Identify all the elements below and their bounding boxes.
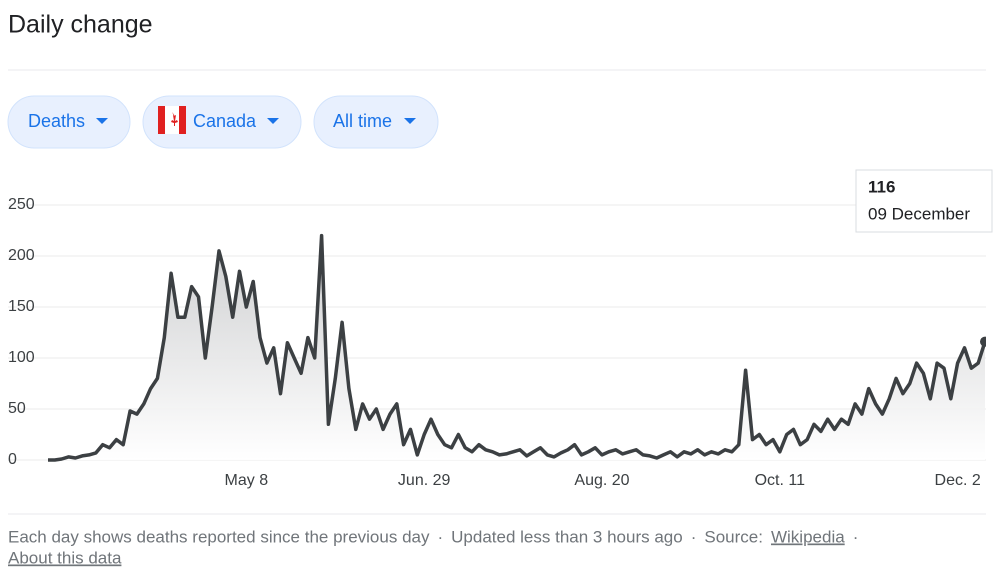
- hover-point: [980, 336, 986, 347]
- title: Daily change: [8, 11, 153, 39]
- chip-bg[interactable]: [313, 95, 439, 149]
- tooltip-box: [855, 169, 993, 233]
- filter-chip[interactable]: All time: [313, 95, 439, 149]
- y-tick-label: 50: [8, 400, 26, 417]
- chip-label[interactable]: Deaths: [28, 111, 85, 131]
- line: [48, 233, 986, 462]
- dropdown-arrow: [96, 118, 108, 124]
- footer-note: Each day shows deaths reported since the…: [8, 527, 430, 546]
- x-tick-label: Aug. 20: [574, 472, 629, 489]
- y-tick-label: 200: [8, 247, 35, 264]
- chip-bg[interactable]: [7, 95, 131, 149]
- chip-label[interactable]: Canada: [193, 111, 257, 131]
- about-link[interactable]: About this data: [8, 548, 122, 567]
- separator: ·: [853, 527, 859, 546]
- flag-icon: [158, 106, 186, 134]
- source-link[interactable]: Wikipedia: [771, 527, 845, 546]
- chart: May 8 Jun. 29 Aug. 20 Oct. 11 Dec. 2: [8, 204, 986, 489]
- separator: ·: [437, 527, 443, 546]
- x-tick-label: May 8: [225, 472, 269, 489]
- y-tick-label: 0: [8, 451, 17, 468]
- dropdown-arrow: [267, 118, 279, 124]
- filter-chip[interactable]: Canada: [142, 95, 302, 149]
- dropdown-arrow: [404, 118, 416, 124]
- chip-label[interactable]: All time: [333, 111, 392, 131]
- x-tick-label: Jun. 29: [398, 472, 451, 489]
- tooltip: 116 09 December: [855, 169, 993, 233]
- tooltip-date: 09 December: [868, 204, 970, 223]
- filter-chip[interactable]: Deaths: [7, 95, 131, 149]
- tooltip-value: 116: [868, 177, 895, 196]
- footer-updated: Updated less than 3 hours ago: [451, 527, 683, 546]
- y-tick-label: 150: [8, 298, 35, 315]
- y-tick-label: 100: [8, 349, 35, 366]
- x-tick-label: Dec. 2: [935, 472, 981, 489]
- x-tick-label: Oct. 11: [755, 472, 805, 489]
- area: [48, 235, 985, 460]
- y-tick-label: 250: [8, 196, 35, 213]
- source-label: Source:: [704, 527, 763, 546]
- separator: ·: [691, 527, 697, 546]
